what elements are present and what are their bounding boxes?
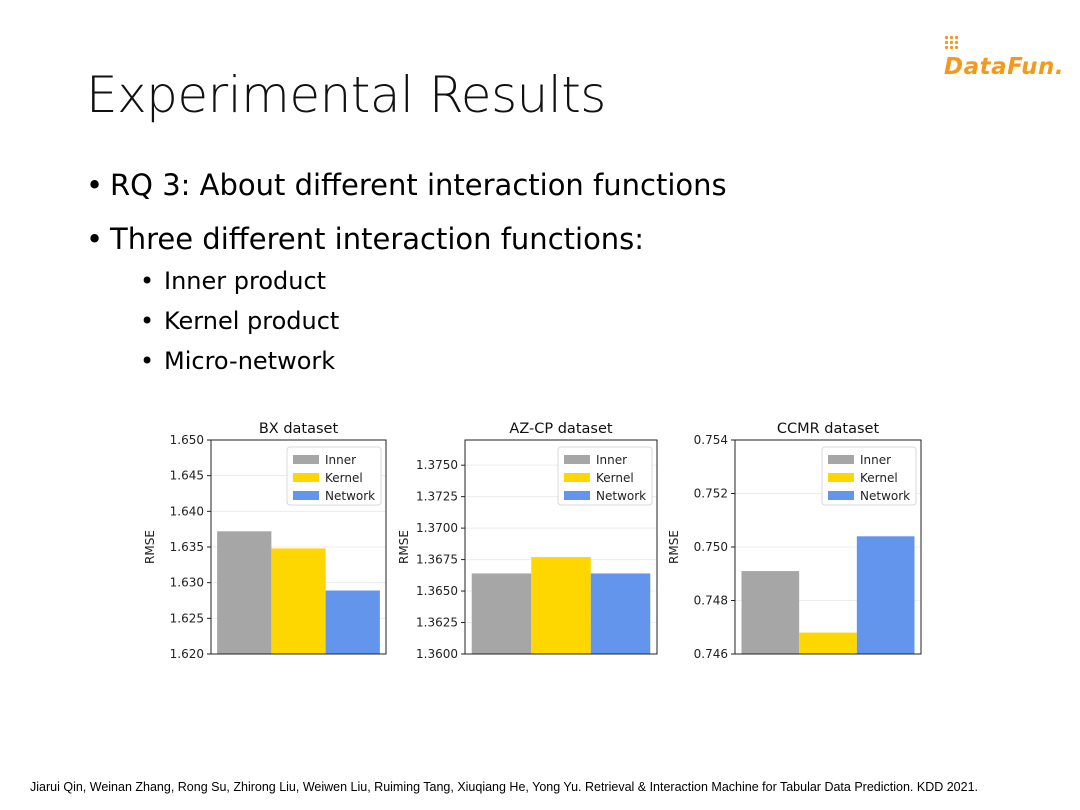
legend-swatch bbox=[293, 473, 319, 482]
y-tick-label: 1.630 bbox=[170, 576, 204, 590]
y-tick-label: 1.625 bbox=[170, 611, 204, 625]
legend-swatch bbox=[293, 455, 319, 464]
bullet-icon: • bbox=[86, 168, 104, 202]
bullet-text: Three different interaction functions: bbox=[110, 222, 645, 256]
legend-swatch bbox=[564, 473, 590, 482]
sub-bullet-item: • Inner product bbox=[140, 267, 326, 295]
bar-kernel bbox=[799, 632, 857, 654]
sub-bullet-text: Micro-network bbox=[164, 347, 336, 375]
bar-network bbox=[325, 590, 380, 654]
bar-kernel bbox=[531, 557, 591, 654]
y-tick-label: 1.650 bbox=[170, 433, 204, 447]
legend-swatch bbox=[293, 491, 319, 500]
bullet-icon: • bbox=[140, 267, 155, 295]
chart-title: BX dataset bbox=[259, 421, 339, 437]
y-tick-label: 0.752 bbox=[694, 487, 728, 501]
bar-inner bbox=[471, 573, 532, 654]
legend-label: Inner bbox=[596, 453, 627, 467]
bullet-text: RQ 3: About different interaction functi… bbox=[110, 168, 727, 202]
chart-0: 1.620 1.625 1.630 1.635 1.640 1.645 1.650 BX da… bbox=[143, 421, 387, 661]
legend-label: Network bbox=[860, 489, 910, 503]
logo-text: DataFun. bbox=[944, 54, 1065, 80]
y-tick-label: 1.3750 bbox=[416, 458, 458, 472]
legend-swatch bbox=[828, 491, 854, 500]
legend-label: Kernel bbox=[325, 471, 363, 485]
sub-bullet-item: • Micro-network bbox=[140, 347, 335, 375]
y-tick-label: 1.3725 bbox=[416, 490, 458, 504]
y-tick-label: 1.3625 bbox=[416, 616, 458, 630]
sub-bullet-text: Kernel product bbox=[164, 307, 340, 335]
bullet-icon: • bbox=[140, 347, 155, 375]
bar-network bbox=[856, 536, 915, 654]
y-tick-label: 1.640 bbox=[170, 504, 204, 518]
legend-label: Network bbox=[596, 489, 646, 503]
sub-bullet-text: Inner product bbox=[164, 267, 327, 295]
legend-label: Kernel bbox=[596, 471, 634, 485]
legend-swatch bbox=[828, 455, 854, 464]
y-tick-label: 1.620 bbox=[170, 647, 204, 661]
y-tick-label: 1.3675 bbox=[416, 553, 458, 567]
y-tick-label: 0.750 bbox=[694, 540, 728, 554]
axes-frame bbox=[464, 439, 658, 655]
page-title: Experimental Results bbox=[86, 66, 606, 124]
bar-inner bbox=[741, 571, 800, 654]
y-tick-label: 0.746 bbox=[694, 647, 728, 661]
legend-swatch bbox=[828, 473, 854, 482]
y-tick-label: 1.3650 bbox=[416, 584, 458, 598]
y-axis-label: RMSE bbox=[667, 530, 681, 564]
legend-swatch bbox=[564, 491, 590, 500]
logo-dots-icon bbox=[944, 35, 960, 49]
citation-footer: Jiarui Qin, Weinan Zhang, Rong Su, Zhiro… bbox=[30, 780, 978, 794]
y-axis-label: RMSE bbox=[143, 530, 157, 564]
bullet-icon: • bbox=[140, 307, 155, 335]
y-axis-label: RMSE bbox=[397, 530, 411, 564]
bullet-item: • Three different interaction functions: bbox=[86, 222, 644, 256]
bar-kernel bbox=[271, 548, 326, 654]
chart-title: CCMR dataset bbox=[777, 421, 880, 437]
legend-label: Inner bbox=[860, 453, 891, 467]
y-tick-label: 1.3700 bbox=[416, 521, 458, 535]
datafun-logo: DataFun. bbox=[944, 28, 1080, 80]
chart-title: AZ-CP dataset bbox=[509, 421, 612, 437]
y-tick-label: 0.748 bbox=[694, 594, 728, 608]
bar-network bbox=[590, 573, 651, 654]
chart-1: 1.3600 1.3625 1.3650 1.3675 1.3700 1.3725 1.37… bbox=[397, 421, 658, 661]
bar-inner bbox=[217, 531, 272, 654]
y-tick-label: 1.645 bbox=[170, 469, 204, 483]
rmse-bar-charts: 1.620 1.625 1.630 1.635 1.640 1.645 1.650 BX da… bbox=[143, 421, 922, 661]
y-tick-label: 0.754 bbox=[694, 433, 728, 447]
y-tick-label: 1.635 bbox=[170, 540, 204, 554]
legend-swatch bbox=[564, 455, 590, 464]
chart-2: 0.746 0.748 0.750 0.752 0.754 CCMR dataset RMS… bbox=[667, 421, 922, 661]
bullet-item: • RQ 3: About different interaction funct… bbox=[86, 168, 727, 202]
y-tick-label: 1.3600 bbox=[416, 647, 458, 661]
sub-bullet-item: • Kernel product bbox=[140, 307, 339, 335]
bullet-icon: • bbox=[86, 222, 104, 256]
legend-label: Network bbox=[325, 489, 375, 503]
legend-label: Kernel bbox=[860, 471, 898, 485]
legend-label: Inner bbox=[325, 453, 356, 467]
